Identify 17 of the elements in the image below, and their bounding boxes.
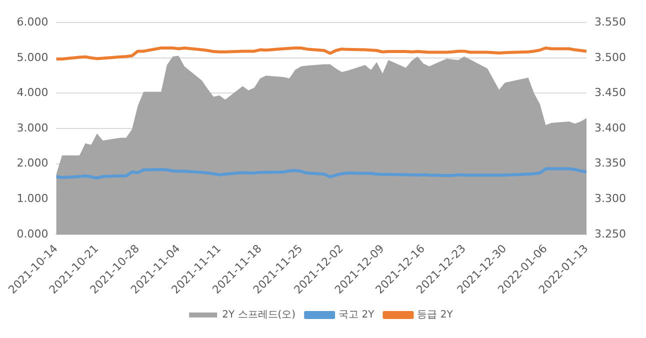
y-tick-label: 0.000 — [16, 227, 48, 240]
legend-label: 국고 2Y — [338, 310, 376, 321]
y2-tick-label: 3.350 — [594, 156, 626, 170]
y2-tick-label: 3.400 — [594, 121, 626, 134]
y-tick-label: 4.000 — [16, 86, 48, 100]
y2-tick-label: 3.550 — [594, 15, 626, 28]
y-tick-label: 2.000 — [16, 156, 48, 170]
legend-label: 등급 2Y — [417, 310, 454, 321]
legend-label: 2Y 스프레드(오) — [222, 310, 296, 321]
y2-tick-label: 3.300 — [594, 192, 626, 206]
y-tick-label: 6.000 — [16, 15, 48, 28]
y-tick-label: 5.000 — [16, 50, 48, 64]
y2-tick-label: 3.500 — [594, 50, 626, 64]
y2-tick-label: 3.450 — [594, 86, 626, 100]
y2-tick-label: 3.250 — [594, 227, 626, 240]
y-tick-label: 3.000 — [16, 121, 48, 134]
y-tick-label: 1.000 — [16, 192, 48, 206]
